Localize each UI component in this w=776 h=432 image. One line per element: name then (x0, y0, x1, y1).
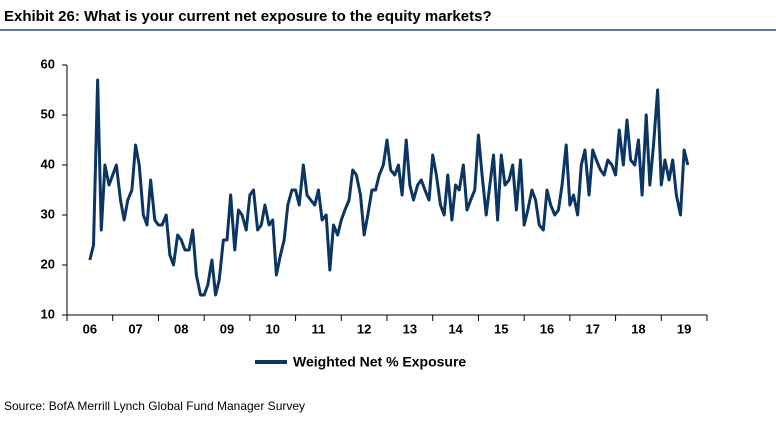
x-tick-label: 07 (128, 321, 142, 336)
x-tick-label: 16 (540, 321, 554, 336)
y-tick-label: 40 (41, 156, 55, 171)
chart-title: Exhibit 26: What is your current net exp… (4, 8, 492, 25)
x-tick-label: 09 (220, 321, 234, 336)
legend-label: Weighted Net % Exposure (293, 354, 466, 370)
y-tick-label: 10 (41, 306, 55, 321)
y-tick-label: 20 (41, 256, 55, 271)
x-tick-label: 14 (448, 321, 463, 336)
x-tick-label: 13 (403, 321, 417, 336)
x-tick-label: 15 (494, 321, 508, 336)
x-tick-label: 06 (83, 321, 97, 336)
x-tick-label: 19 (677, 321, 691, 336)
x-tick-label: 10 (265, 321, 279, 336)
x-tick-label: 18 (631, 321, 645, 336)
x-tick-label: 17 (585, 321, 599, 336)
series-line (88, 78, 690, 297)
x-tick-label: 12 (357, 321, 371, 336)
source-note: Source: BofA Merrill Lynch Global Fund M… (4, 399, 305, 413)
x-tick-label: 08 (174, 321, 188, 336)
x-tick-label: 11 (312, 321, 326, 336)
y-tick-label: 60 (41, 56, 55, 71)
y-tick-label: 50 (41, 106, 55, 121)
y-tick-label: 30 (41, 206, 55, 221)
